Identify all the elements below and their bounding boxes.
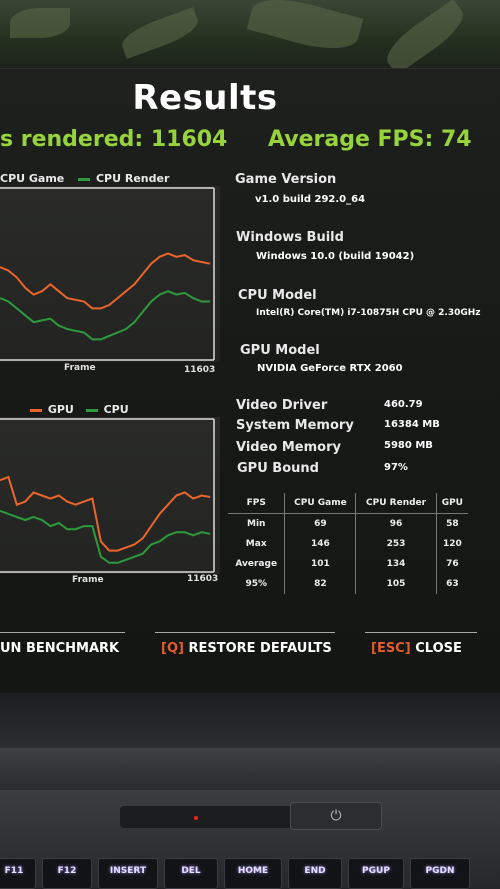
table-cell: Min xyxy=(246,519,266,529)
key-f11[interactable]: F11 xyxy=(0,858,36,889)
average-fps-label: Average FPS: 74 xyxy=(268,127,472,152)
gpu-bound-value: 97% xyxy=(384,462,408,473)
fps-stats-table: FPS CPU Game CPU Render GPU Min 69 96 58… xyxy=(228,493,468,594)
system-memory-label: System Memory xyxy=(236,418,354,433)
frames-rendered-label: s rendered: 11604 xyxy=(0,127,228,152)
cpu-model-label: CPU Model xyxy=(238,288,317,303)
keyboard-top-row: F11 F12 INSERT DEL HOME END PGUP PGDN xyxy=(0,858,500,889)
table-cell: 101 xyxy=(284,554,356,574)
table-row: Average 101 134 76 xyxy=(228,554,468,574)
key-insert[interactable]: INSERT xyxy=(98,858,158,889)
table-cell: 96 xyxy=(355,513,437,534)
legend-swatch-green xyxy=(78,177,91,181)
legend-cpu-render: CPU Render xyxy=(95,172,170,185)
table-cell: Max xyxy=(245,539,267,549)
table-row: Max 146 253 120 xyxy=(228,534,468,554)
restore-key-hint: [Q] xyxy=(161,641,184,656)
close-label: CLOSE xyxy=(415,641,462,656)
table-cell: 134 xyxy=(355,554,437,574)
video-driver-value: 460.79 xyxy=(384,399,423,410)
table-cell: 63 xyxy=(435,574,468,594)
chart1-x-end: 11603 xyxy=(184,365,216,375)
legend-swatch-green-2 xyxy=(85,408,98,412)
table-header: GPU xyxy=(435,493,468,514)
table-cell: 105 xyxy=(355,574,437,594)
gpu-model-label: GPU Model xyxy=(240,343,320,358)
cpu-model-value: Intel(R) Core(TM) i7-10875H CPU @ 2.30GH… xyxy=(256,308,481,318)
table-cell: 69 xyxy=(284,513,356,534)
windows-build-label: Windows Build xyxy=(236,230,344,245)
chart2-legend: GPU CPU xyxy=(30,403,129,416)
status-led xyxy=(194,816,198,820)
power-button[interactable]: ⏻ xyxy=(290,802,382,830)
restore-defaults-label: RESTORE DEFAULTS xyxy=(188,641,332,656)
key-pgdn[interactable]: PGDN xyxy=(410,858,470,889)
restore-defaults-button[interactable]: [Q] RESTORE DEFAULTS xyxy=(155,632,335,666)
gpu-chart xyxy=(0,417,220,574)
close-button[interactable]: [ESC] CLOSE xyxy=(365,632,477,666)
laptop-hinge xyxy=(0,748,500,790)
table-cell: 58 xyxy=(435,513,468,534)
cpu-chart-svg xyxy=(0,187,215,361)
power-icon: ⏻ xyxy=(330,808,342,824)
key-del[interactable]: DEL xyxy=(164,858,218,889)
chart2-x-end: 11603 xyxy=(187,574,219,584)
close-key-hint: [ESC] xyxy=(371,641,411,656)
series-line-cpu xyxy=(0,509,211,564)
key-end[interactable]: END xyxy=(288,858,342,889)
table-header: CPU Render xyxy=(355,493,437,514)
series-line-cpu-game xyxy=(0,252,211,310)
gpu-model-value: NVIDIA GeForce RTX 2060 xyxy=(257,363,403,374)
key-home[interactable]: HOME xyxy=(224,858,282,889)
system-memory-value: 16384 MB xyxy=(384,419,440,430)
legend-swatch-orange xyxy=(30,408,42,412)
video-memory-value: 5980 MB xyxy=(384,440,433,451)
chart2-xlabel: Frame xyxy=(72,575,104,585)
table-cell: 82 xyxy=(284,574,356,594)
run-benchmark-button[interactable]: UN BENCHMARK xyxy=(0,632,125,666)
chart1-xlabel: Frame xyxy=(64,363,96,373)
table-cell: 95% xyxy=(245,579,267,589)
series-line-gpu xyxy=(0,475,211,552)
gpu-bound-label: GPU Bound xyxy=(237,461,319,476)
cpu-chart xyxy=(0,186,220,362)
video-driver-label: Video Driver xyxy=(236,398,328,413)
table-cell: 120 xyxy=(435,534,468,554)
page-title: Results xyxy=(132,78,278,118)
chart1-legend: CPU Game CPU Render xyxy=(0,172,169,185)
table-cell: 146 xyxy=(284,534,356,554)
table-row: Min 69 96 58 xyxy=(228,513,468,534)
laptop-bezel xyxy=(0,693,500,753)
legend-cpu: CPU xyxy=(103,403,129,416)
game-version-label: Game Version xyxy=(235,172,337,187)
legend-cpu-game: CPU Game xyxy=(0,172,65,185)
windows-build-value: Windows 10.0 (build 19042) xyxy=(256,251,415,262)
results-screen xyxy=(0,68,500,694)
table-row: 95% 82 105 63 xyxy=(228,574,468,594)
table-header: CPU Game xyxy=(284,493,356,514)
run-benchmark-label: UN BENCHMARK xyxy=(0,641,120,656)
table-header-row: FPS CPU Game CPU Render GPU xyxy=(228,493,468,514)
series-line-cpu-render xyxy=(0,290,210,341)
table-cell: Average xyxy=(235,559,278,569)
table-cell: 76 xyxy=(435,554,468,574)
gpu-chart-svg xyxy=(0,418,215,573)
table-header: FPS xyxy=(228,493,285,514)
table-cell: 253 xyxy=(355,534,437,554)
key-f12[interactable]: F12 xyxy=(42,858,92,889)
game-version-value: v1.0 build 292.0_64 xyxy=(255,194,366,205)
video-memory-label: Video Memory xyxy=(236,440,341,455)
legend-gpu: GPU xyxy=(47,403,74,416)
key-pgup[interactable]: PGUP xyxy=(348,858,404,889)
